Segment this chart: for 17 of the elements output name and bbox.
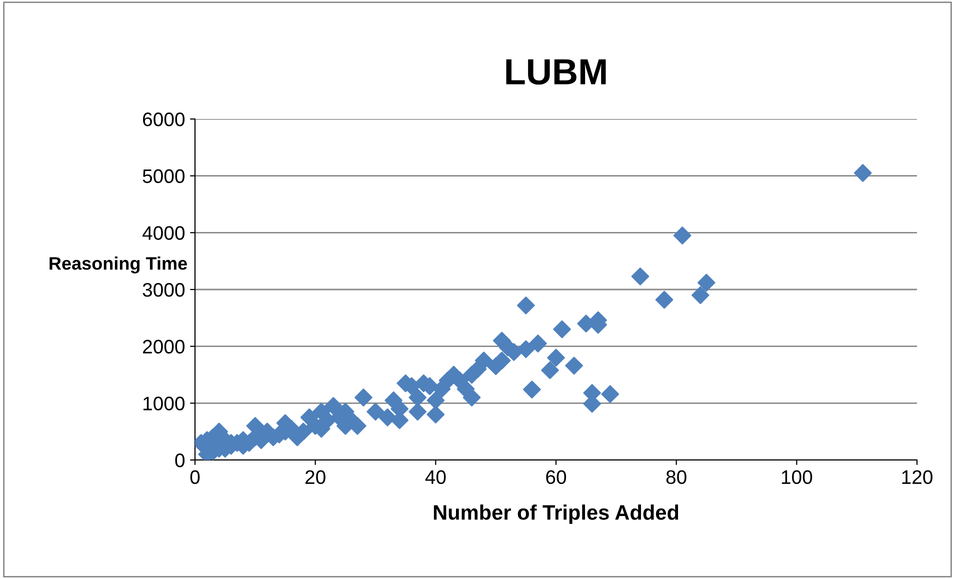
y-tick-label: 3000 <box>142 282 185 297</box>
y-tick-label: 6000 <box>143 112 185 126</box>
y-axis-title: Reasoning Time <box>50 256 187 274</box>
x-tick-label: 60 <box>546 470 566 484</box>
y-tick-label: 0 <box>175 453 185 468</box>
chart-title: LUBM <box>506 59 606 85</box>
y-tick-label: 5000 <box>142 169 185 184</box>
y-tick-label: 1000 <box>144 396 185 410</box>
y-tick-label: 2000 <box>143 340 185 354</box>
x-tick-label: 40 <box>425 470 446 484</box>
y-tick-label: 4000 <box>142 226 185 240</box>
x-axis-title: Number of Triples Added <box>434 504 678 524</box>
x-tick-label: 80 <box>666 470 686 484</box>
x-tick-label: 120 <box>902 470 932 484</box>
x-tick-label: 20 <box>306 470 326 484</box>
x-tick-label: 0 <box>190 470 200 484</box>
x-tick-label: 100 <box>782 470 812 484</box>
